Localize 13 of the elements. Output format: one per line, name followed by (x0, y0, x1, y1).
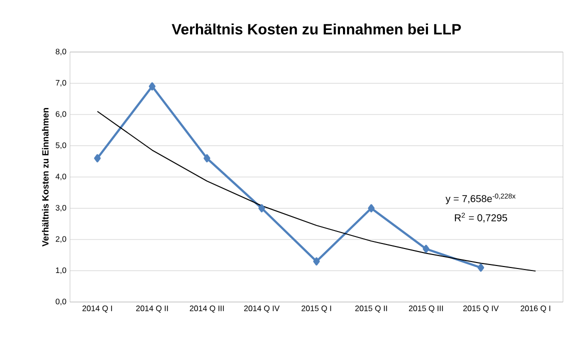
annotation: y = 7,658e$^{-0,228x}$ (446, 194, 516, 204)
annotation: R$^{2}$ = 0,7295 (454, 212, 508, 223)
chart-title: Verhältnis Kosten zu Einnahmen bei LLP (172, 24, 461, 35)
point (258, 204, 266, 212)
point (148, 82, 156, 90)
point (204, 154, 210, 162)
point (313, 257, 320, 266)
point (368, 204, 375, 212)
point (422, 244, 430, 253)
point (477, 264, 484, 272)
y-axis-title: Verhältnis Kosten zu Einnahmen (42, 108, 49, 246)
line-series (96, 110, 536, 272)
point (94, 154, 101, 162)
